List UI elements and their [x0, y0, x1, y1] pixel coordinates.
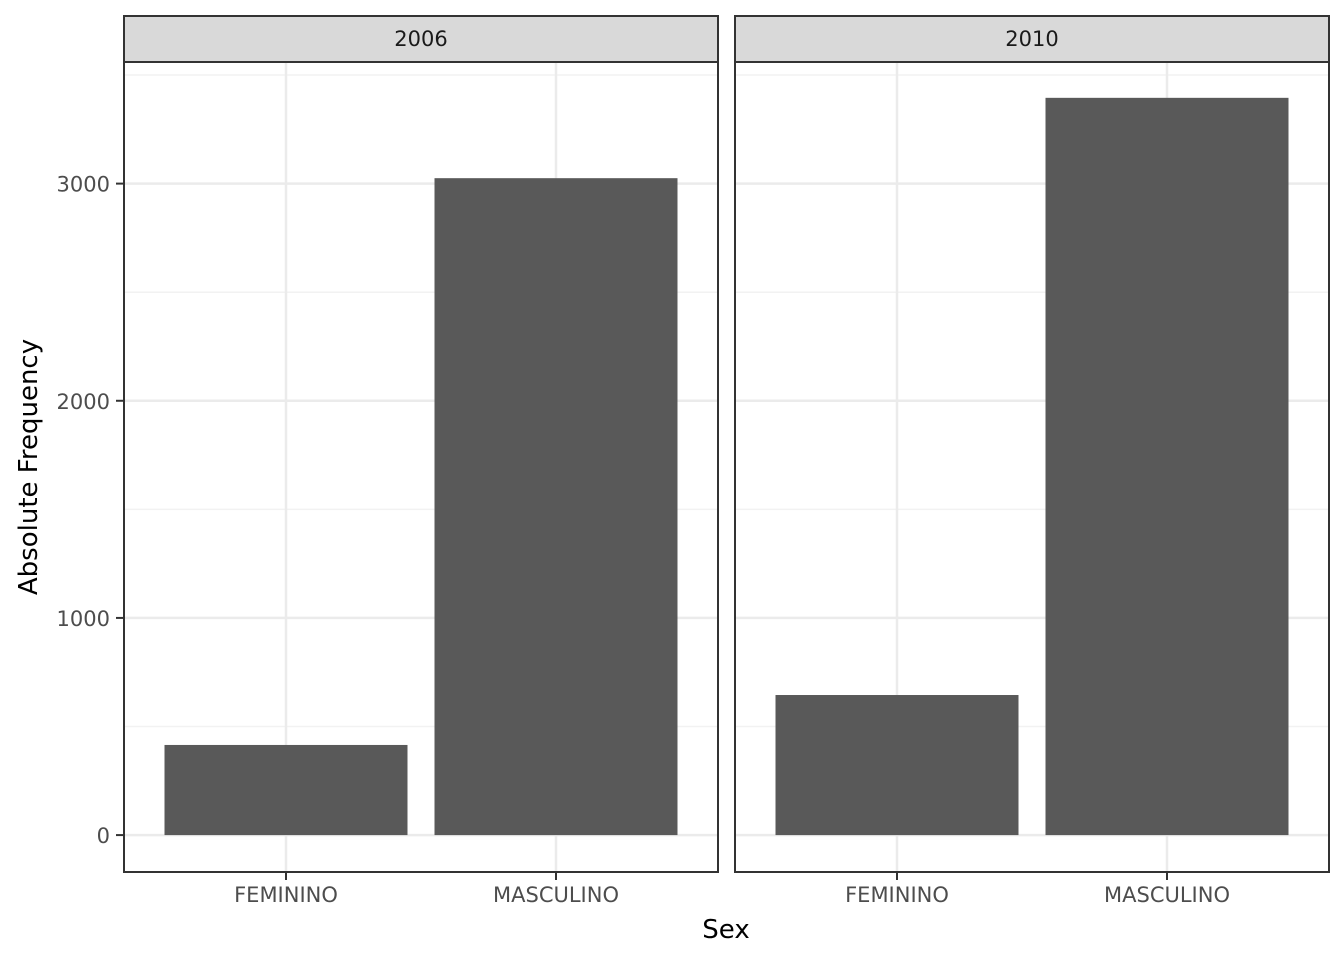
x-tick-label: MASCULINO: [1104, 883, 1230, 907]
x-tick-label: FEMININO: [845, 883, 949, 907]
bar-2006-feminino: [164, 744, 408, 836]
x-axis-title: Sex: [702, 915, 749, 945]
x-tick-label: MASCULINO: [493, 883, 619, 907]
y-axis-title: Absolute Frequency: [14, 339, 44, 595]
facet-strip-label: 2006: [394, 27, 447, 51]
facet-strip: [123, 15, 719, 63]
bar-2006-masculino: [434, 178, 678, 836]
facet-panel-2010: 2010 FEMININO MASCULINO: [734, 15, 1330, 907]
y-tick-label: 3000: [57, 173, 110, 197]
y-tick-label: 1000: [57, 607, 110, 631]
bar-2010-masculino: [1045, 97, 1289, 836]
bar-2010-feminino: [775, 695, 1019, 836]
facet-strip: [734, 15, 1330, 63]
facet-panel-2006: 2006 FEMININO MASCULINO: [123, 15, 719, 907]
facet-panels: 2006 FEMININO MASCULINO 2010 FEMININO MASCULI…: [123, 15, 1330, 907]
y-axis: 0 1000 2000 3000: [57, 173, 124, 848]
x-tick-label: FEMININO: [234, 883, 338, 907]
y-tick-label: 2000: [57, 390, 110, 414]
facet-strip-label: 2010: [1005, 27, 1058, 51]
y-tick-label: 0: [97, 824, 110, 848]
